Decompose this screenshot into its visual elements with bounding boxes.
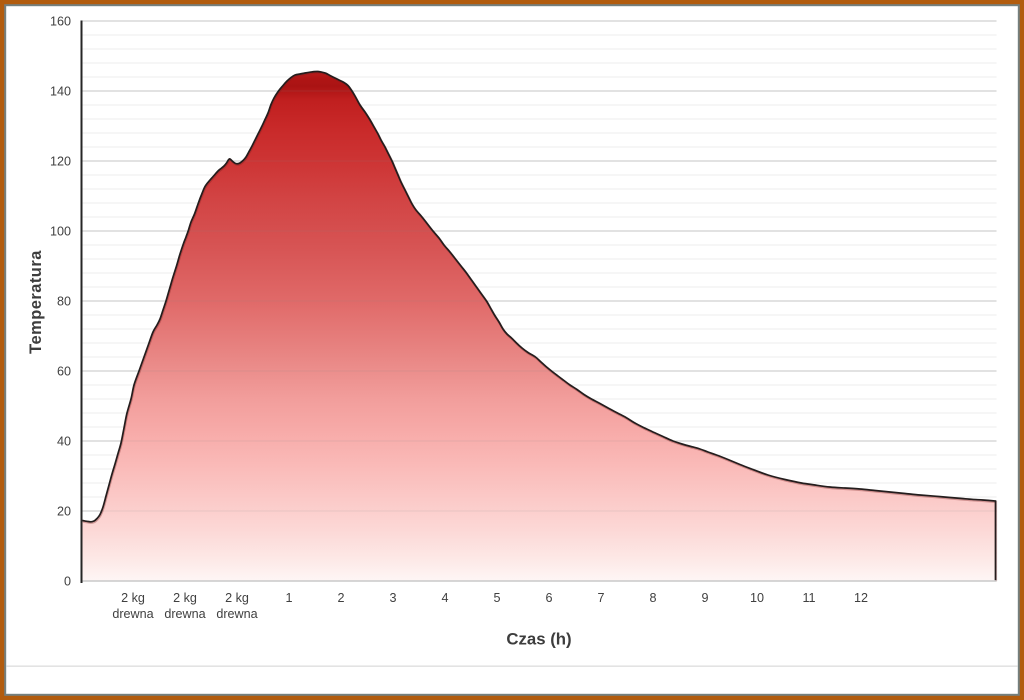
svg-text:0: 0	[64, 574, 71, 588]
svg-text:20: 20	[57, 504, 71, 518]
svg-text:1: 1	[285, 591, 292, 605]
svg-text:6: 6	[545, 591, 552, 605]
svg-text:160: 160	[50, 14, 71, 28]
svg-text:Czas (h): Czas (h)	[506, 630, 571, 649]
svg-text:60: 60	[57, 364, 71, 378]
svg-text:7: 7	[597, 591, 604, 605]
svg-text:8: 8	[649, 591, 656, 605]
svg-text:11: 11	[802, 591, 815, 605]
svg-text:2 kg: 2 kg	[121, 591, 145, 605]
svg-text:4: 4	[441, 591, 448, 605]
svg-text:2 kg: 2 kg	[173, 591, 197, 605]
svg-text:drewna: drewna	[216, 607, 257, 621]
svg-text:10: 10	[750, 591, 764, 605]
svg-text:2 kg: 2 kg	[225, 591, 249, 605]
svg-text:12: 12	[854, 591, 868, 605]
svg-text:Temperatura: Temperatura	[27, 250, 45, 354]
svg-text:5: 5	[493, 591, 500, 605]
svg-text:140: 140	[50, 84, 71, 98]
svg-text:80: 80	[57, 294, 71, 308]
svg-text:2: 2	[337, 591, 344, 605]
svg-text:drewna: drewna	[112, 607, 153, 621]
svg-text:40: 40	[57, 434, 71, 448]
svg-text:120: 120	[50, 154, 71, 168]
svg-text:drewna: drewna	[164, 607, 205, 621]
svg-text:9: 9	[701, 591, 708, 605]
svg-text:100: 100	[50, 224, 71, 238]
svg-text:3: 3	[389, 591, 396, 605]
